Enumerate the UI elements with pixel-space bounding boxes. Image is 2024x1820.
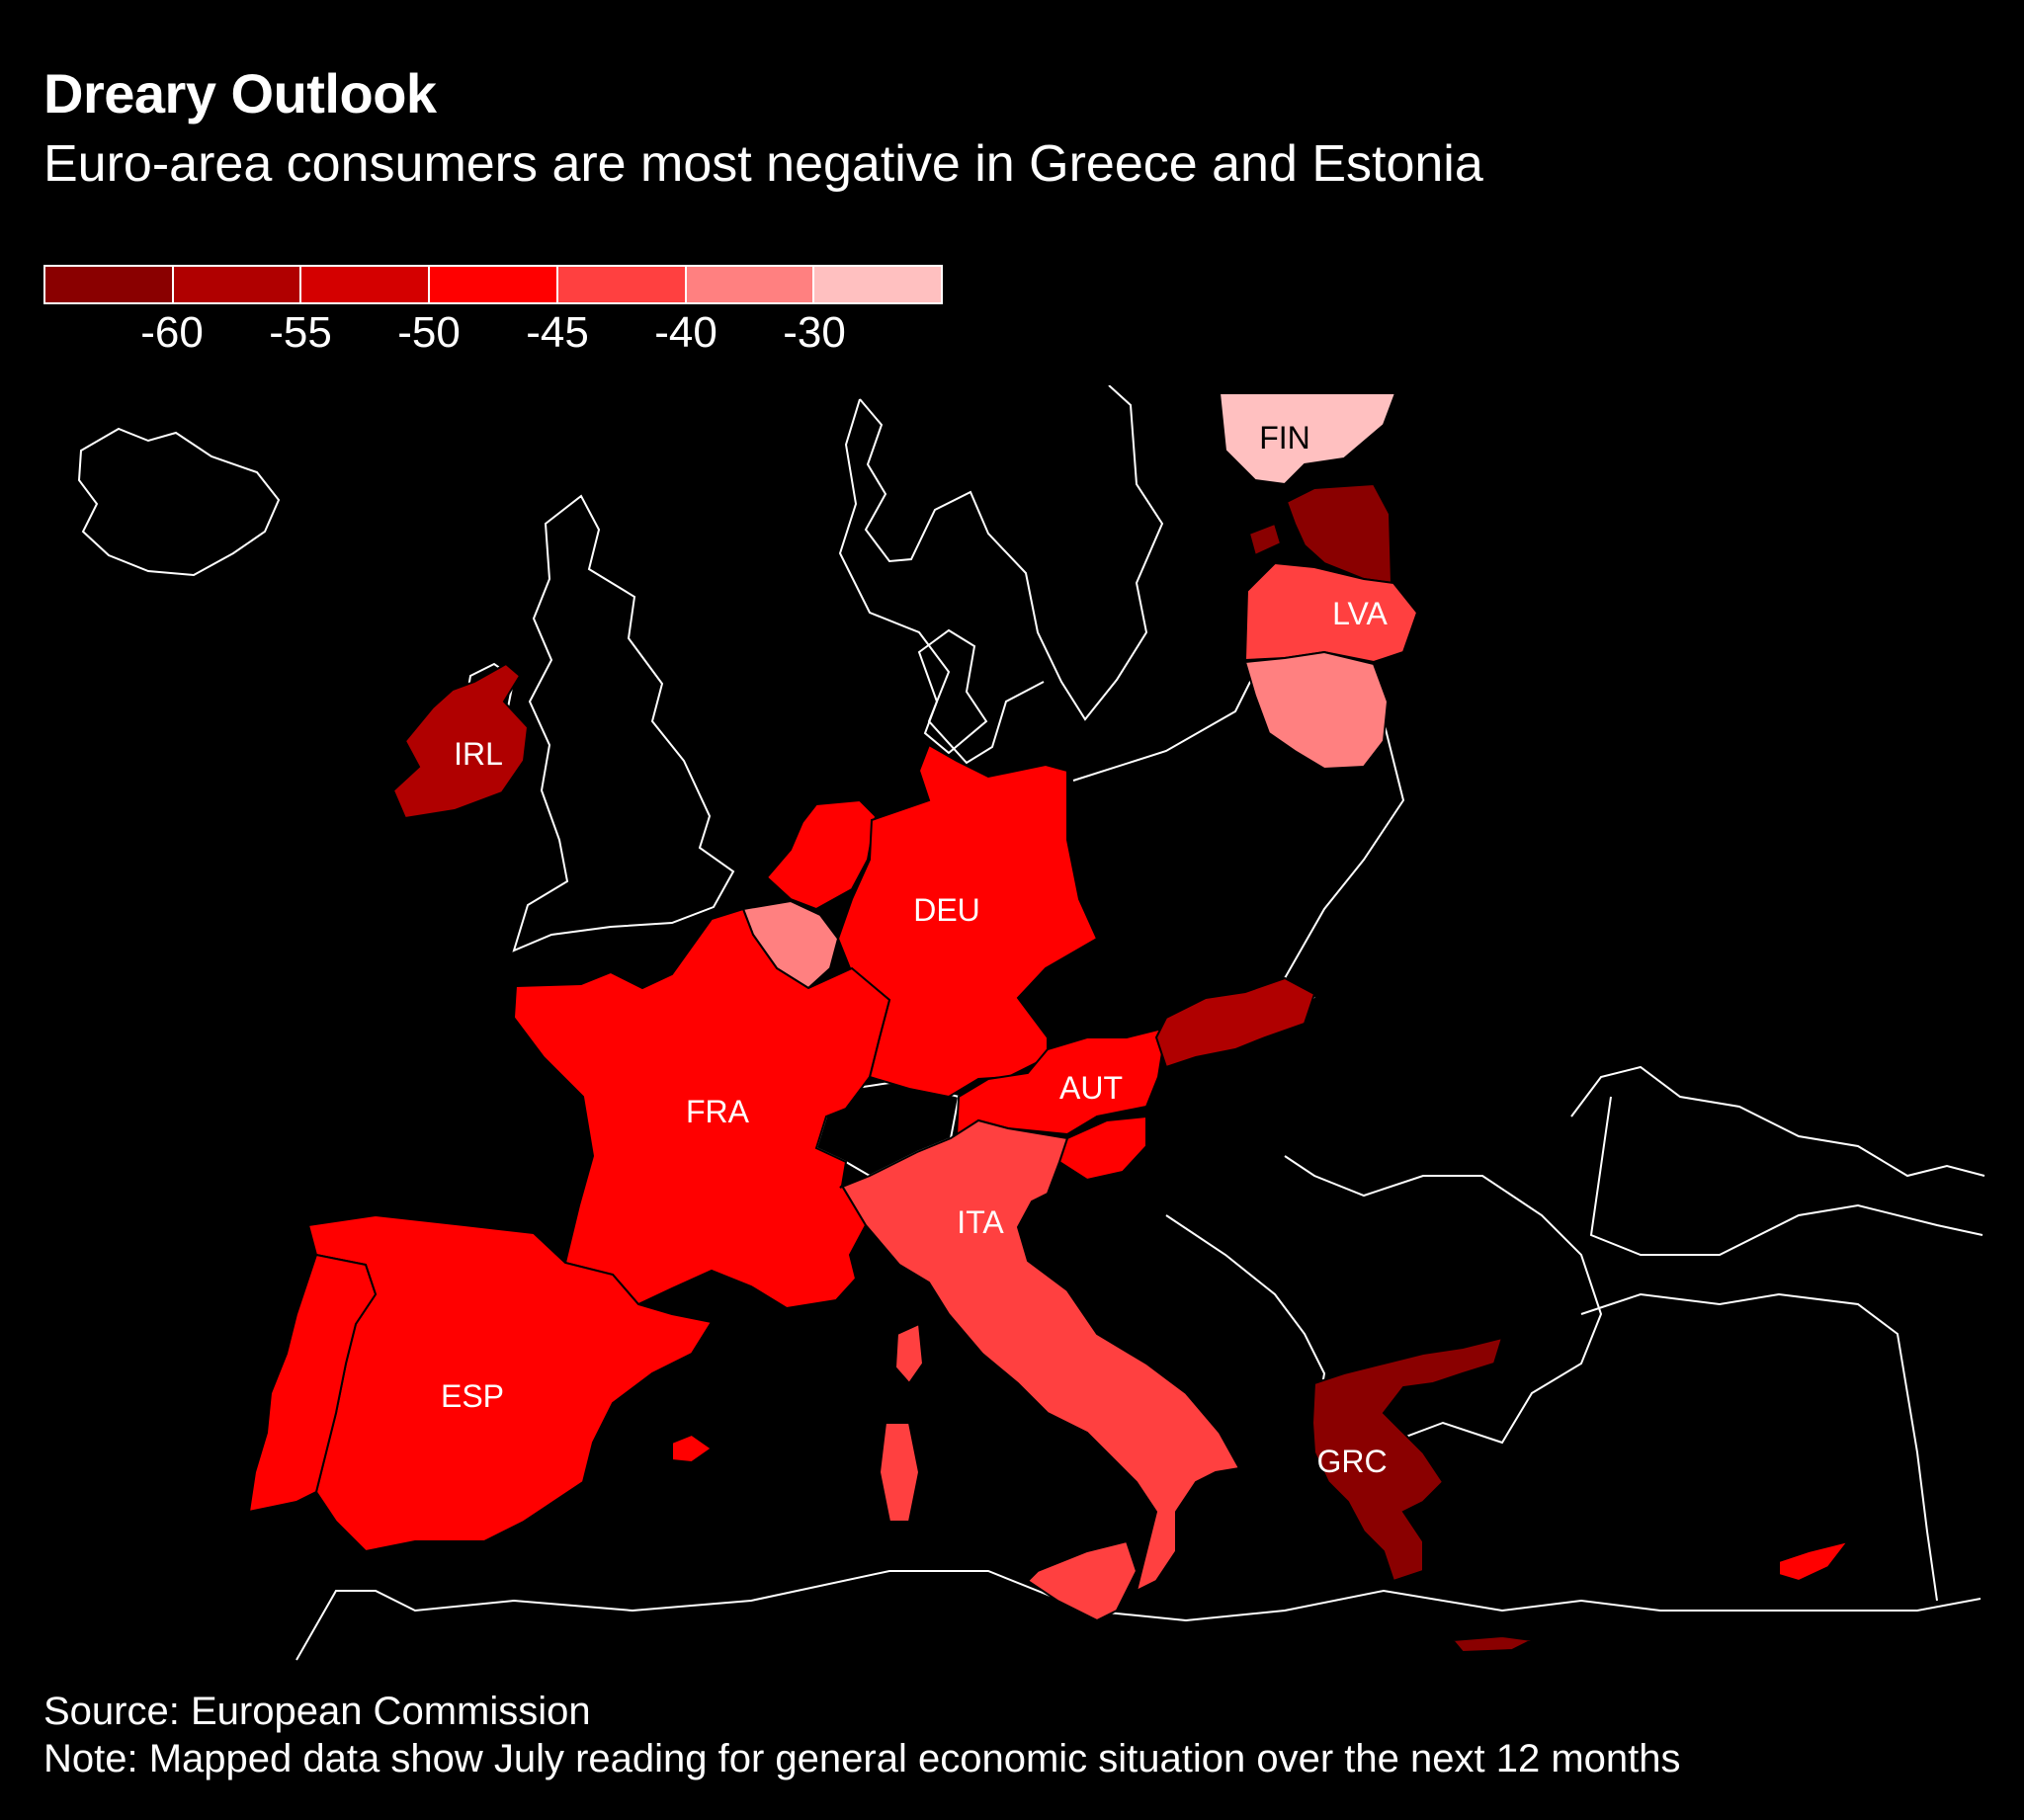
label-GRC: GRC [1316,1444,1387,1479]
country-PRT [247,1253,378,1514]
country-SVK [1154,976,1316,1069]
label-IRL: IRL [454,736,503,772]
label-FRA: FRA [686,1094,750,1129]
label-AUT: AUT [1059,1070,1123,1106]
country-ESP [306,1213,714,1553]
country-LTU [1243,650,1390,771]
country-GRC [1310,1336,1536,1654]
legend-swatch-2 [173,267,302,302]
iceland-outline [77,427,281,577]
label-LVA: LVA [1332,596,1388,631]
country-FIN [1218,392,1397,486]
legend-tick: -45 [526,308,589,357]
denmark-outline [917,628,988,755]
label-ESP: ESP [441,1378,504,1414]
country-NLD [765,798,878,911]
label-FIN: FIN [1259,420,1310,455]
balkans-outline [1165,1155,1603,1454]
label-ITA: ITA [957,1204,1004,1240]
legend-bar [43,265,943,304]
legend-swatch-7 [814,267,942,302]
legend-tick: -55 [269,308,332,357]
legend-tick: -50 [397,308,461,357]
legend-swatch-5 [557,267,687,302]
eastern-europe-outline [1072,670,1405,999]
country-CYP [1778,1539,1851,1583]
page-subtitle: Euro-area consumers are most negative in… [43,135,1483,193]
background-outlines [77,385,1985,1661]
legend-tick: -30 [783,308,846,357]
country-DEU [836,743,1099,1099]
legend-swatch-1 [45,267,174,302]
country-ITA [839,1118,1241,1622]
data-note: Note: Mapped data show July reading for … [43,1737,1681,1780]
country-SVN [1057,1115,1147,1182]
page-title: Dreary Outlook [43,62,437,124]
legend [43,265,945,308]
great-britain-outline [512,494,735,952]
legend-swatch-3 [301,267,431,302]
legend-swatch-6 [686,267,815,302]
source-note: Source: European Commission [43,1690,591,1733]
europe-map: FIN LVA IRL DEU AUT FRA ITA ESP GRC [77,385,1985,1661]
legend-tick: -40 [654,308,717,357]
black-sea-outline [1570,1065,1985,1256]
country-FRA [512,907,891,1310]
legend-tick: -60 [140,308,204,357]
turkey-outline [1580,1292,1938,1602]
label-DEU: DEU [913,892,980,928]
scandinavia-outline [838,385,1164,765]
north-africa-outline [295,1570,1982,1661]
legend-swatch-4 [430,267,558,302]
country-IRL [391,662,530,820]
